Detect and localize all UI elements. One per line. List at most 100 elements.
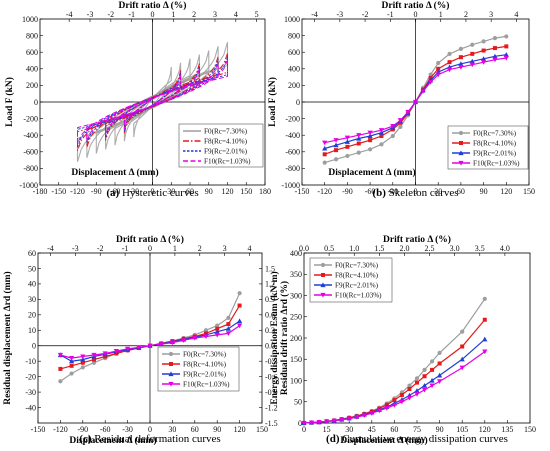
y-tick-label: 40	[28, 280, 36, 289]
data-point	[390, 133, 395, 139]
data-point	[181, 338, 187, 343]
data-point	[147, 343, 153, 349]
data-point	[113, 349, 119, 354]
panel-a: -180 -150 -120 -90 -60 -30 0 30 60 90 120 150 180-10…	[4, 0, 271, 199]
data-point	[470, 51, 475, 56]
y-tick-label: 1000	[22, 15, 38, 24]
y-tick-label: 800	[288, 31, 300, 40]
data-point	[504, 44, 509, 49]
x-tick-label: -120	[70, 187, 85, 196]
legend-marker	[458, 160, 464, 166]
x-tick-label: 120	[500, 187, 512, 196]
data-point	[492, 57, 498, 63]
data-point	[58, 366, 63, 371]
x-tick-label: 90	[213, 425, 221, 434]
legend-label: F9(Rc=2.01%)	[204, 148, 248, 156]
y-tick-label: -30	[25, 388, 36, 397]
y-tick-label: 400	[290, 249, 302, 258]
data-point	[80, 357, 86, 362]
data-point	[339, 417, 345, 423]
y-tick-label: 400	[26, 65, 38, 74]
data-point	[91, 360, 97, 365]
data-point	[344, 135, 350, 141]
data-point	[503, 55, 509, 61]
data-point	[368, 138, 373, 143]
right-tick-label: -0.3	[265, 357, 278, 366]
x-tick-label: -150	[31, 425, 46, 434]
data-point	[69, 363, 74, 368]
y-tick-label: 800	[26, 31, 38, 40]
y-tick-label: -200	[285, 114, 300, 123]
data-point	[225, 326, 231, 331]
x-tick-label: 0	[414, 187, 418, 196]
data-point	[333, 142, 339, 148]
top-tick-label: 0.5	[324, 244, 334, 253]
legend-label: F10(Rc=1.03%)	[335, 292, 382, 300]
legend-marker	[168, 351, 174, 357]
data-point	[80, 360, 85, 365]
data-point	[460, 344, 465, 349]
x-tick-label: 30	[434, 187, 442, 196]
x-tick-label: -120	[317, 187, 332, 196]
y-tick-label: 100	[290, 376, 302, 385]
x-tick-label: 150	[256, 425, 268, 434]
caption-letter: (c)	[79, 433, 92, 445]
data-point	[69, 371, 74, 376]
y-tick-label: 60	[28, 249, 36, 258]
data-point	[415, 380, 419, 385]
top-tick-label: -2	[107, 10, 114, 19]
data-point	[458, 55, 463, 60]
legend-label: F8(Rc=4.10%)	[335, 272, 379, 280]
data-point	[333, 157, 339, 162]
y-tick-label: 1000	[284, 15, 300, 24]
data-point	[481, 56, 487, 61]
right-tick-label: 1.5	[265, 264, 275, 273]
caption-text: Cumulative energy dissipation curves	[340, 433, 508, 445]
data-point	[356, 141, 361, 146]
top-tick-label: -1	[387, 10, 394, 19]
data-point	[458, 61, 464, 66]
series-3	[57, 323, 243, 361]
top-tick-label: 3	[213, 10, 217, 19]
data-point	[407, 383, 412, 388]
panel-d: 0 15 30 45 60 75 90 105 120 135 150 0 50 100 150 200 250…	[269, 234, 536, 446]
data-point	[354, 414, 360, 420]
data-point	[428, 80, 434, 85]
data-point	[237, 303, 242, 308]
data-point	[356, 135, 362, 141]
hysteresis-loop	[77, 60, 228, 144]
legend-label: F9(Rc=2.01%)	[183, 371, 227, 379]
y-tick-label: 400	[288, 65, 300, 74]
top-tick-label: 2	[198, 244, 202, 253]
x-axis-title: Displacement Δ (mm)	[328, 167, 415, 178]
data-point	[356, 150, 361, 155]
legend-label: F9(Rc=2.01%)	[473, 150, 517, 158]
x-tick-label: 15	[323, 425, 331, 434]
x-tick-label: 60	[457, 187, 465, 196]
data-point	[322, 145, 328, 151]
y-tick-label: 30	[28, 295, 36, 304]
x-tick-label: -60	[110, 187, 121, 196]
x-tick-label: -90	[342, 187, 353, 196]
y-tick-label: 300	[290, 291, 302, 300]
y-tick-label: 20	[28, 311, 36, 320]
data-point	[384, 406, 390, 411]
data-point	[103, 354, 108, 359]
data-point	[429, 359, 435, 364]
data-point	[379, 142, 384, 147]
x-tick-label: -90	[77, 425, 88, 434]
y-tick-label: -800	[23, 164, 38, 173]
legend-label: F8(Rc=4.10%)	[204, 138, 248, 146]
top-tick-label: 1	[173, 244, 177, 253]
x-tick-label: -180	[33, 187, 48, 196]
data-point	[459, 365, 465, 371]
y-tick-label: 200	[288, 81, 300, 90]
x-tick-label: 30	[345, 425, 353, 434]
data-point	[460, 329, 465, 334]
data-point	[430, 367, 435, 372]
data-point	[405, 109, 411, 115]
top-tick-label: -3	[336, 10, 343, 19]
top-tick-label: -2	[97, 244, 104, 253]
top-tick-label: -2	[362, 10, 369, 19]
data-point	[482, 336, 488, 342]
